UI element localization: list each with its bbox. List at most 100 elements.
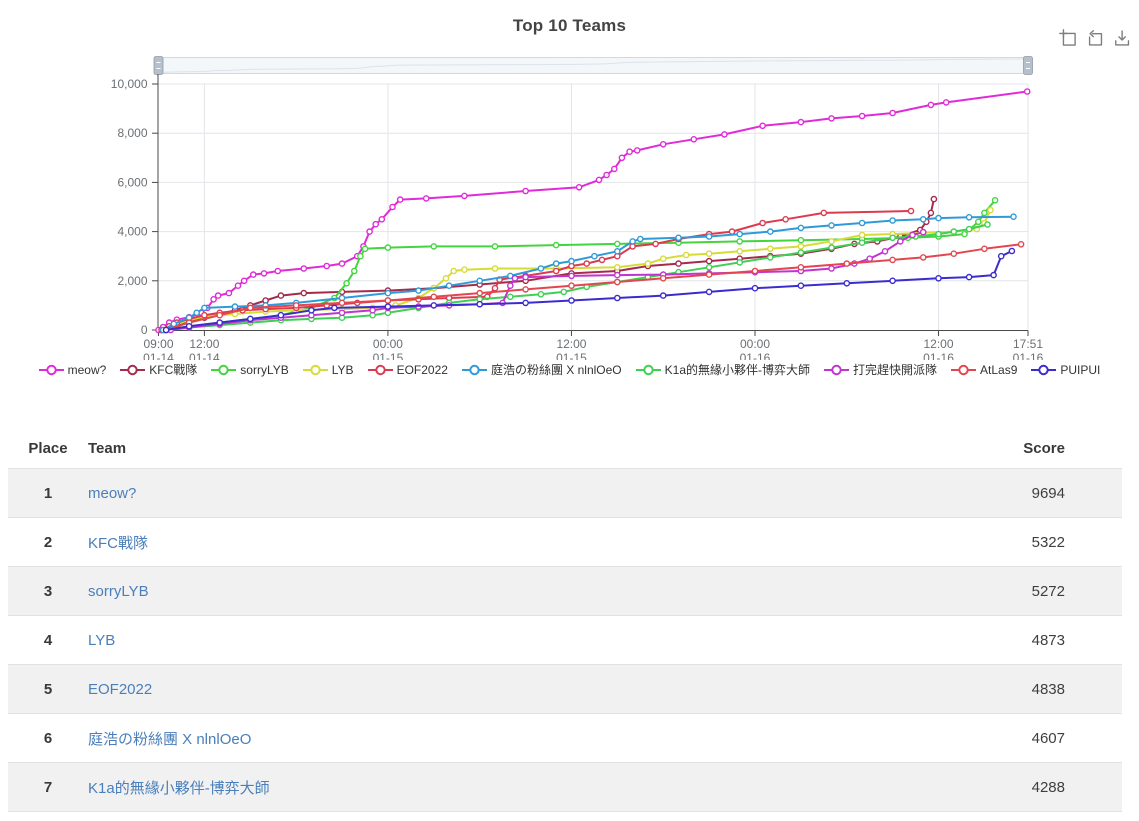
- data-point[interactable]: [705, 257, 713, 265]
- team-link[interactable]: LYB: [88, 631, 116, 649]
- team-link[interactable]: K1a的無緣小夥伴-博弈大師: [88, 779, 270, 797]
- data-point[interactable]: [603, 171, 610, 179]
- data-point[interactable]: [277, 292, 285, 299]
- data-point[interactable]: [384, 303, 392, 310]
- data-point[interactable]: [552, 260, 560, 267]
- data-point[interactable]: [889, 217, 896, 224]
- data-point[interactable]: [751, 284, 759, 292]
- data-point[interactable]: [652, 240, 659, 248]
- data-point[interactable]: [445, 282, 453, 290]
- data-point[interactable]: [234, 282, 242, 290]
- data-point[interactable]: [372, 220, 380, 228]
- data-point[interactable]: [675, 234, 682, 242]
- series-line[interactable]: [165, 243, 1022, 331]
- data-point[interactable]: [797, 236, 805, 244]
- team-link[interactable]: EOF2022: [88, 680, 153, 698]
- data-point[interactable]: [1017, 240, 1025, 248]
- data-point[interactable]: [575, 183, 583, 191]
- data-point[interactable]: [881, 247, 889, 255]
- data-point[interactable]: [568, 282, 575, 290]
- data-point[interactable]: [591, 252, 598, 260]
- data-point[interactable]: [981, 209, 988, 217]
- data-point[interactable]: [782, 215, 789, 223]
- data-point[interactable]: [736, 247, 744, 255]
- data-point[interactable]: [366, 228, 373, 235]
- data-point[interactable]: [889, 234, 896, 242]
- data-point[interactable]: [201, 304, 208, 312]
- data-point[interactable]: [935, 230, 942, 238]
- data-point[interactable]: [442, 274, 450, 282]
- data-point[interactable]: [950, 228, 958, 235]
- data-point[interactable]: [629, 238, 636, 245]
- data-point[interactable]: [889, 256, 896, 264]
- data-point[interactable]: [682, 251, 690, 259]
- data-point[interactable]: [981, 245, 988, 253]
- data-point[interactable]: [461, 192, 468, 200]
- data-point[interactable]: [450, 267, 458, 275]
- legend-item[interactable]: KFC戰隊: [120, 361, 197, 378]
- data-point[interactable]: [430, 302, 438, 309]
- data-point[interactable]: [338, 309, 346, 317]
- data-point[interactable]: [210, 295, 217, 303]
- data-point[interactable]: [162, 326, 170, 334]
- data-point[interactable]: [919, 215, 927, 223]
- data-point[interactable]: [300, 265, 308, 272]
- data-point[interactable]: [476, 289, 484, 297]
- data-point[interactable]: [997, 252, 1005, 260]
- data-point[interactable]: [828, 115, 835, 122]
- download-icon[interactable]: [1113, 29, 1131, 47]
- data-point[interactable]: [598, 256, 606, 264]
- data-point[interactable]: [919, 228, 927, 236]
- data-point[interactable]: [1010, 213, 1017, 220]
- data-point[interactable]: [185, 322, 193, 330]
- data-point[interactable]: [751, 267, 759, 275]
- data-point[interactable]: [965, 225, 973, 233]
- data-point[interactable]: [614, 294, 621, 302]
- data-point[interactable]: [522, 187, 529, 195]
- data-point[interactable]: [568, 272, 575, 280]
- data-point[interactable]: [705, 288, 713, 296]
- data-point[interactable]: [820, 209, 828, 217]
- data-point[interactable]: [759, 122, 766, 130]
- data-point[interactable]: [659, 255, 667, 263]
- data-point[interactable]: [614, 263, 621, 271]
- data-point[interactable]: [350, 267, 358, 275]
- data-point[interactable]: [797, 282, 805, 290]
- data-point[interactable]: [552, 267, 560, 275]
- data-point[interactable]: [897, 238, 904, 245]
- legend-item[interactable]: sorryLYB: [211, 363, 289, 377]
- data-point[interactable]: [866, 255, 874, 263]
- box-zoom-icon[interactable]: [1059, 29, 1077, 47]
- series-line[interactable]: [165, 250, 1013, 331]
- data-point[interactable]: [331, 304, 338, 312]
- legend-item[interactable]: LYB: [302, 363, 354, 377]
- data-point[interactable]: [240, 277, 248, 285]
- data-point[interactable]: [214, 292, 222, 299]
- data-point[interactable]: [491, 284, 499, 292]
- data-point[interactable]: [721, 131, 728, 138]
- data-point[interactable]: [430, 293, 438, 301]
- data-point[interactable]: [506, 282, 514, 290]
- data-point[interactable]: [193, 309, 200, 317]
- data-point[interactable]: [225, 289, 233, 297]
- data-point[interactable]: [249, 271, 257, 278]
- data-point[interactable]: [389, 203, 396, 211]
- data-point[interactable]: [522, 299, 529, 307]
- data-point[interactable]: [614, 278, 621, 286]
- legend-item[interactable]: K1a的無緣小夥伴-博弈大師: [635, 361, 810, 378]
- data-point[interactable]: [511, 274, 519, 282]
- data-point[interactable]: [1008, 247, 1016, 255]
- data-point[interactable]: [633, 147, 641, 154]
- data-point[interactable]: [975, 218, 982, 226]
- data-point[interactable]: [644, 260, 652, 267]
- data-point[interactable]: [705, 263, 713, 271]
- data-point[interactable]: [292, 302, 300, 309]
- series-line[interactable]: [161, 210, 912, 331]
- data-point[interactable]: [522, 286, 529, 293]
- legend-item[interactable]: 打完趕快開派隊: [824, 361, 937, 378]
- data-point[interactable]: [246, 315, 254, 323]
- restore-icon[interactable]: [1086, 29, 1104, 47]
- data-point[interactable]: [231, 303, 239, 310]
- data-point[interactable]: [889, 277, 896, 285]
- data-point[interactable]: [705, 271, 713, 278]
